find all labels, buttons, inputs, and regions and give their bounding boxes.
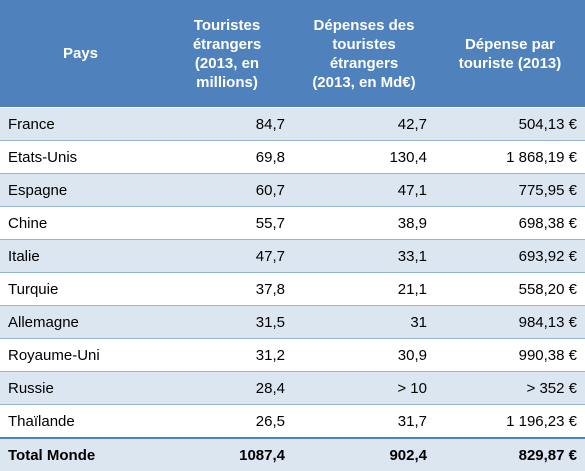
cell-spending: 30,9 xyxy=(293,338,435,372)
cell-tourists: 84,7 xyxy=(161,107,293,141)
header-tourists-line: Touristes xyxy=(193,16,261,34)
cell-tourists: 26,5 xyxy=(161,404,293,439)
cell-spending: 130,4 xyxy=(293,140,435,174)
header-tourists: Touristes étrangers (2013, en millions) xyxy=(161,0,293,108)
header-country: Pays xyxy=(0,0,161,108)
header-spending-line: Dépenses des xyxy=(313,16,415,34)
cell-country: Chine xyxy=(0,206,161,240)
cell-spending: 31 xyxy=(293,305,435,339)
cell-per-tourist: 558,20 € xyxy=(435,272,585,306)
cell-country: Etats-Unis xyxy=(0,140,161,174)
cell-tourists: 31,5 xyxy=(161,305,293,339)
header-spending-line: étrangers xyxy=(329,54,399,72)
header-tourists-line: étrangers xyxy=(192,35,262,53)
table-row: Etats-Unis 69,8 130,4 1 868,19 € xyxy=(0,140,585,174)
header-per-tourist: Dépense par touriste (2013) xyxy=(435,0,585,108)
cell-spending: 33,1 xyxy=(293,239,435,273)
table-row: Italie 47,7 33,1 693,92 € xyxy=(0,239,585,273)
cell-country: Italie xyxy=(0,239,161,273)
cell-per-tourist: 775,95 € xyxy=(435,173,585,207)
header-per-tourist-line: Dépense par xyxy=(464,35,556,53)
table-row: Chine 55,7 38,9 698,38 € xyxy=(0,206,585,240)
table-body: France 84,7 42,7 504,13 € Etats-Unis 69,… xyxy=(0,107,585,439)
cell-spending: > 10 xyxy=(293,371,435,405)
table-row: Allemagne 31,5 31 984,13 € xyxy=(0,305,585,339)
total-spending: 902,4 xyxy=(293,437,435,471)
header-per-tourist-line: touriste (2013) xyxy=(458,54,562,72)
cell-per-tourist: 504,13 € xyxy=(435,107,585,141)
cell-spending: 47,1 xyxy=(293,173,435,207)
cell-per-tourist: 1 196,23 € xyxy=(435,404,585,439)
table-row: Thaïlande 26,5 31,7 1 196,23 € xyxy=(0,404,585,439)
cell-tourists: 37,8 xyxy=(161,272,293,306)
cell-tourists: 55,7 xyxy=(161,206,293,240)
cell-per-tourist: 698,38 € xyxy=(435,206,585,240)
header-spending-line: touristes xyxy=(332,35,396,53)
table-row: Turquie 37,8 21,1 558,20 € xyxy=(0,272,585,306)
cell-country: Turquie xyxy=(0,272,161,306)
table-row: Espagne 60,7 47,1 775,95 € xyxy=(0,173,585,207)
total-tourists: 1087,4 xyxy=(161,437,293,471)
cell-country: Russie xyxy=(0,371,161,405)
cell-country: Thaïlande xyxy=(0,404,161,439)
cell-tourists: 47,7 xyxy=(161,239,293,273)
cell-tourists: 31,2 xyxy=(161,338,293,372)
header-spending: Dépenses des touristes étrangers (2013, … xyxy=(293,0,435,108)
cell-tourists: 60,7 xyxy=(161,173,293,207)
cell-spending: 42,7 xyxy=(293,107,435,141)
cell-per-tourist: 693,92 € xyxy=(435,239,585,273)
cell-per-tourist: 984,13 € xyxy=(435,305,585,339)
header-tourists-line: millions) xyxy=(196,73,258,91)
table-row: France 84,7 42,7 504,13 € xyxy=(0,107,585,141)
cell-spending: 21,1 xyxy=(293,272,435,306)
cell-tourists: 28,4 xyxy=(161,371,293,405)
total-per-tourist: 829,87 € xyxy=(435,437,585,471)
table-row: Royaume-Uni 31,2 30,9 990,38 € xyxy=(0,338,585,372)
cell-tourists: 69,8 xyxy=(161,140,293,174)
cell-country: Espagne xyxy=(0,173,161,207)
cell-spending: 38,9 xyxy=(293,206,435,240)
total-row: Total Monde 1087,4 902,4 829,87 € xyxy=(0,437,585,471)
cell-per-tourist: 1 868,19 € xyxy=(435,140,585,174)
header-spending-line: (2013, en Md€) xyxy=(312,73,416,91)
total-label: Total Monde xyxy=(0,437,161,471)
header-tourists-line: (2013, en xyxy=(194,54,260,72)
cell-country: Allemagne xyxy=(0,305,161,339)
cell-per-tourist: 990,38 € xyxy=(435,338,585,372)
header-row: Pays Touristes étrangers (2013, en milli… xyxy=(0,0,585,108)
table-row: Russie 28,4 > 10 > 352 € xyxy=(0,371,585,405)
cell-per-tourist: > 352 € xyxy=(435,371,585,405)
cell-country: France xyxy=(0,107,161,141)
cell-country: Royaume-Uni xyxy=(0,338,161,372)
cell-spending: 31,7 xyxy=(293,404,435,439)
